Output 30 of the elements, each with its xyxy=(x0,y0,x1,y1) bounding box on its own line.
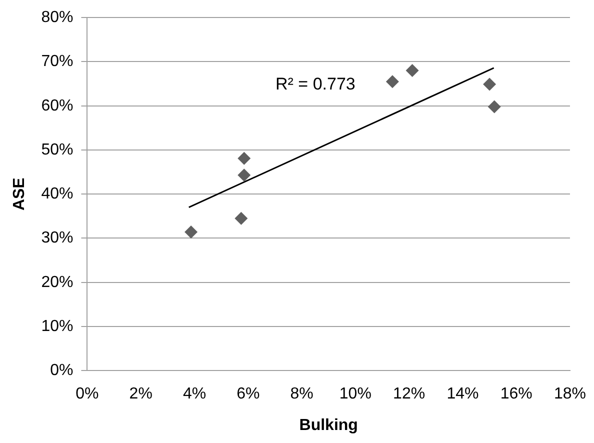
point xyxy=(234,212,248,225)
x-tick-label: 14% xyxy=(446,386,479,403)
y-tick-label: 40% xyxy=(41,186,74,203)
point xyxy=(488,100,501,114)
point xyxy=(184,226,198,239)
x-axis-title: Bulking xyxy=(299,416,358,434)
y-axis-title: ASE xyxy=(11,177,28,211)
point xyxy=(386,75,399,88)
y-tick-label: 10% xyxy=(41,318,74,335)
point xyxy=(483,78,496,91)
point xyxy=(406,64,419,78)
x-tick-label: 16% xyxy=(500,386,532,403)
y-tick-label: 0% xyxy=(50,362,74,380)
y-tick-label: 80% xyxy=(41,9,74,26)
x-tick-label: 4% xyxy=(182,386,206,403)
x-tick-label: 8% xyxy=(290,386,314,403)
x-tick-label: 0% xyxy=(76,386,99,403)
x-tick-label: 2% xyxy=(129,386,152,403)
point xyxy=(238,168,251,182)
y-tick-label: 20% xyxy=(41,274,74,291)
point xyxy=(238,152,251,165)
x-tick-label: 18% xyxy=(554,386,586,403)
x-tick-label: 12% xyxy=(393,386,426,403)
x-tick-label: 10% xyxy=(339,386,372,403)
annotation: R² = 0.773 xyxy=(276,74,356,94)
y-tick-label: 70% xyxy=(41,53,74,70)
x-tick-label: 6% xyxy=(236,386,260,403)
y-tick-label: 60% xyxy=(41,97,74,114)
y-tick-label: 30% xyxy=(41,230,74,247)
y-tick-label: 50% xyxy=(41,141,74,158)
